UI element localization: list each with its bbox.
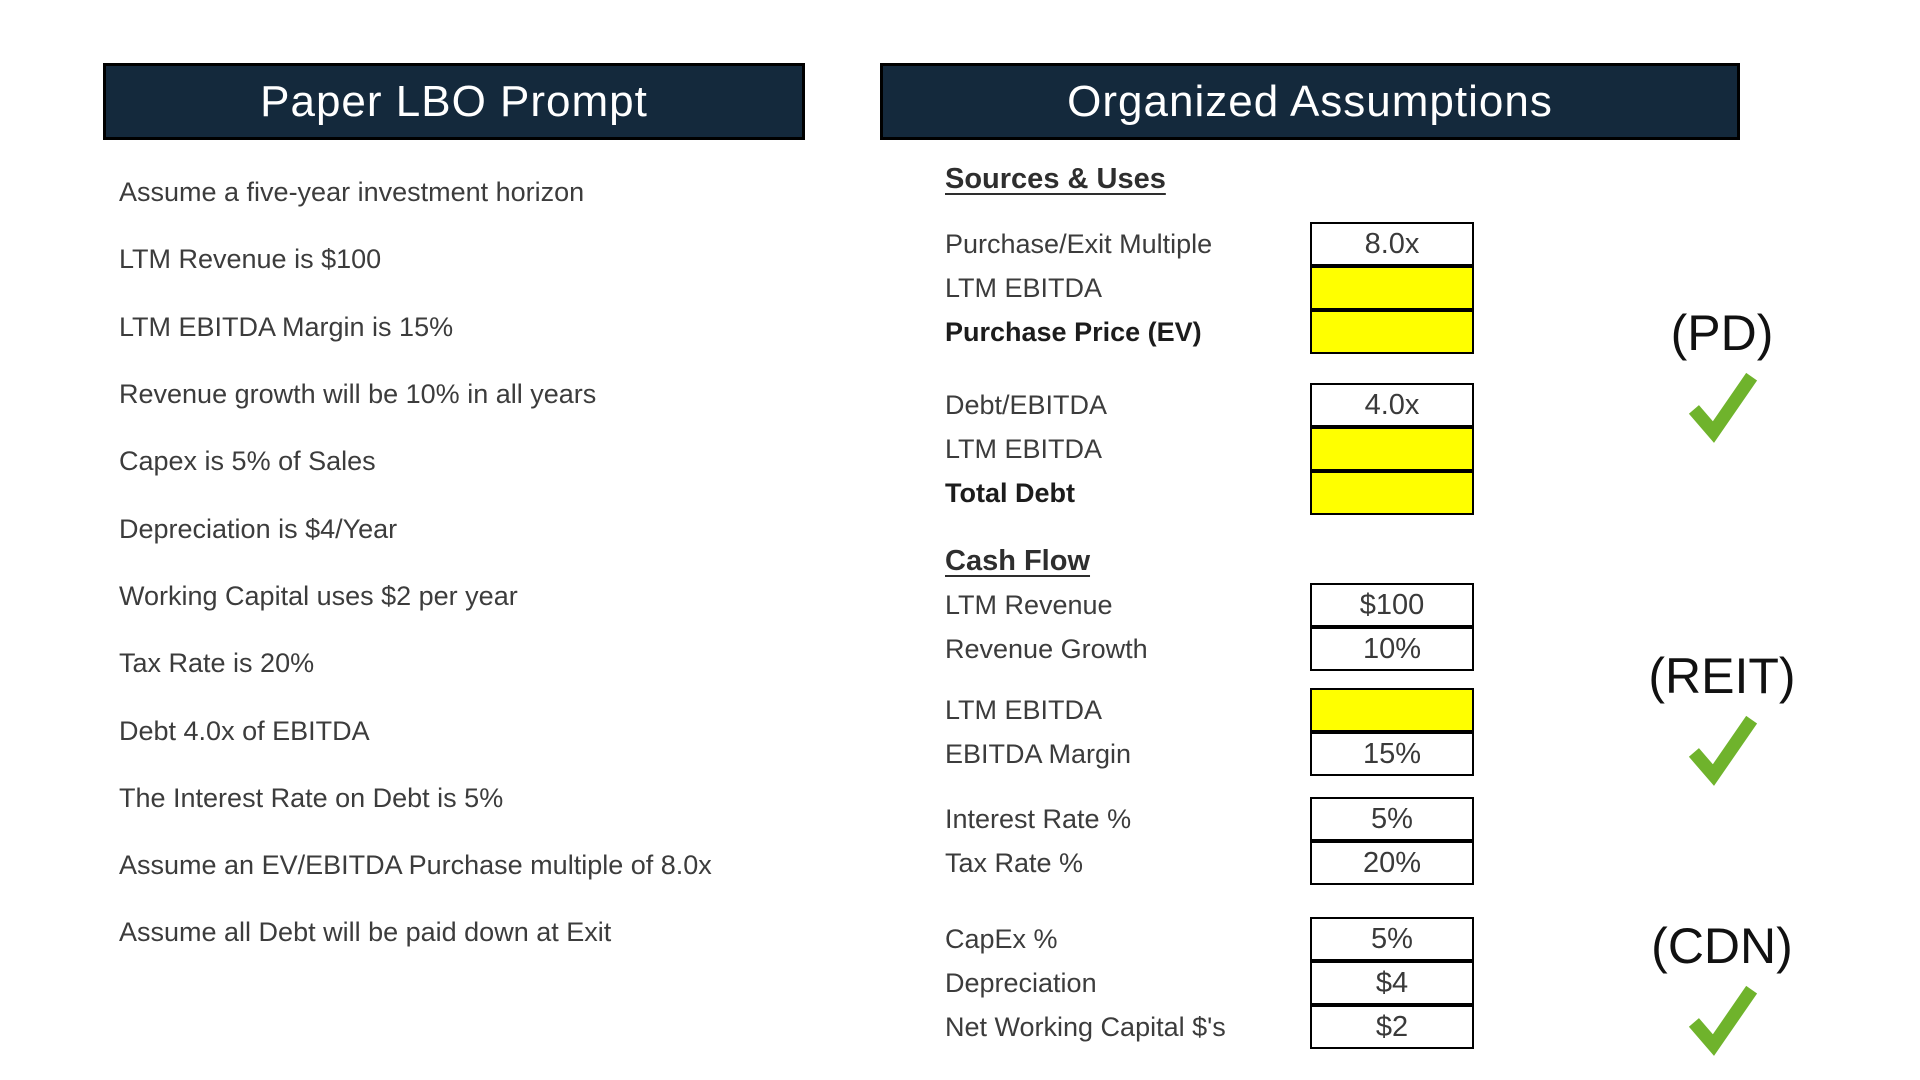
prompt-item: Tax Rate is 20%	[119, 648, 315, 679]
annotation-reit: (REIT)	[1622, 648, 1822, 786]
assumption-row: Revenue Growth 10%	[945, 627, 1474, 671]
assumption-row: LTM EBITDA	[945, 266, 1474, 310]
revenue-group: LTM Revenue $100 Revenue Growth 10%	[945, 583, 1474, 671]
assumption-row: Purchase/Exit Multiple 8.0x	[945, 222, 1474, 266]
prompt-list: Assume a five-year investment horizon LT…	[119, 159, 809, 967]
left-panel-header: Paper LBO Prompt	[103, 63, 805, 140]
prompt-item: The Interest Rate on Debt is 5%	[119, 782, 504, 813]
assumption-row: Total Debt	[945, 471, 1474, 515]
value-cell-ltm-ebitda-input[interactable]	[1310, 266, 1474, 310]
left-panel-title: Paper LBO Prompt	[260, 76, 648, 126]
annotation-cdn-label: (CDN)	[1651, 918, 1793, 974]
section-heading-sources-uses: Sources & Uses	[945, 163, 1166, 195]
row-label: Purchase/Exit Multiple	[945, 228, 1213, 259]
row-label: LTM EBITDA	[945, 272, 1103, 303]
rates-group: Interest Rate % 5% Tax Rate % 20%	[945, 797, 1474, 885]
section-heading-cash-flow: Cash Flow	[945, 545, 1091, 577]
assumption-row: LTM Revenue $100	[945, 583, 1474, 627]
row-label: LTM EBITDA	[945, 694, 1103, 725]
assumption-row: EBITDA Margin 15%	[945, 732, 1474, 776]
ebitda-group: LTM EBITDA EBITDA Margin 15%	[945, 688, 1474, 776]
row-label: Revenue Growth	[945, 633, 1148, 664]
value-cell-net-working-capital[interactable]: $2	[1310, 1005, 1474, 1049]
row-label: Interest Rate %	[945, 803, 1132, 834]
capex-group: CapEx % 5% Depreciation $4 Net Working C…	[945, 917, 1474, 1049]
checkmark-icon	[1688, 985, 1758, 1056]
prompt-item: Assume an EV/EBITDA Purchase multiple of…	[119, 850, 712, 881]
prompt-item: LTM Revenue is $100	[119, 244, 382, 275]
row-label: Purchase Price (EV)	[945, 316, 1202, 347]
value-cell-tax-rate[interactable]: 20%	[1310, 841, 1474, 885]
checkmark-icon	[1688, 372, 1758, 443]
value-cell-ebitda-margin[interactable]: 15%	[1310, 732, 1474, 776]
row-label: LTM EBITDA	[945, 433, 1103, 464]
value-cell-ltm-revenue[interactable]: $100	[1310, 583, 1474, 627]
prompt-item: Assume all Debt will be paid down at Exi…	[119, 917, 612, 948]
prompt-item: Debt 4.0x of EBITDA	[119, 715, 370, 746]
assumption-row: Depreciation $4	[945, 961, 1474, 1005]
debt-group: Debt/EBITDA 4.0x LTM EBITDA Total Debt	[945, 383, 1474, 515]
checkmark-icon	[1688, 715, 1758, 786]
prompt-item: LTM EBITDA Margin is 15%	[119, 311, 454, 342]
row-label: EBITDA Margin	[945, 738, 1132, 769]
row-label: Tax Rate %	[945, 847, 1084, 878]
value-cell-purchase-price-input[interactable]	[1310, 310, 1474, 354]
annotation-reit-label: (REIT)	[1648, 648, 1796, 704]
prompt-item: Depreciation is $4/Year	[119, 513, 398, 544]
assumption-row: Tax Rate % 20%	[945, 841, 1474, 885]
value-cell-ltm-ebitda-input[interactable]	[1310, 427, 1474, 471]
prompt-item: Capex is 5% of Sales	[119, 446, 376, 477]
value-cell-revenue-growth[interactable]: 10%	[1310, 627, 1474, 671]
prompt-item: Revenue growth will be 10% in all years	[119, 379, 597, 410]
annotation-pd-label: (PD)	[1670, 305, 1774, 361]
value-cell-debt-ebitda-multiple[interactable]: 4.0x	[1310, 383, 1474, 427]
assumption-row: Purchase Price (EV)	[945, 310, 1474, 354]
row-label: Net Working Capital $'s	[945, 1011, 1226, 1042]
row-label: Total Debt	[945, 477, 1075, 508]
value-cell-depreciation[interactable]: $4	[1310, 961, 1474, 1005]
assumption-row: Net Working Capital $'s $2	[945, 1005, 1474, 1049]
row-label: CapEx %	[945, 923, 1058, 954]
assumption-row: Interest Rate % 5%	[945, 797, 1474, 841]
right-panel-header: Organized Assumptions	[880, 63, 1740, 140]
annotation-cdn: (CDN)	[1622, 918, 1822, 1056]
value-cell-total-debt-input[interactable]	[1310, 471, 1474, 515]
value-cell-purchase-multiple[interactable]: 8.0x	[1310, 222, 1474, 266]
right-panel-title: Organized Assumptions	[1067, 76, 1553, 126]
annotation-pd: (PD)	[1622, 305, 1822, 443]
row-label: Debt/EBITDA	[945, 389, 1108, 420]
value-cell-interest-rate[interactable]: 5%	[1310, 797, 1474, 841]
assumption-row: Debt/EBITDA 4.0x	[945, 383, 1474, 427]
assumption-row: LTM EBITDA	[945, 688, 1474, 732]
prompt-item: Assume a five-year investment horizon	[119, 177, 585, 208]
purchase-group: Purchase/Exit Multiple 8.0x LTM EBITDA P…	[945, 222, 1474, 354]
row-label: LTM Revenue	[945, 589, 1113, 620]
assumption-row: CapEx % 5%	[945, 917, 1474, 961]
row-label: Depreciation	[945, 967, 1097, 998]
value-cell-ltm-ebitda-input[interactable]	[1310, 688, 1474, 732]
assumption-row: LTM EBITDA	[945, 427, 1474, 471]
prompt-item: Working Capital uses $2 per year	[119, 580, 518, 611]
value-cell-capex-percent[interactable]: 5%	[1310, 917, 1474, 961]
